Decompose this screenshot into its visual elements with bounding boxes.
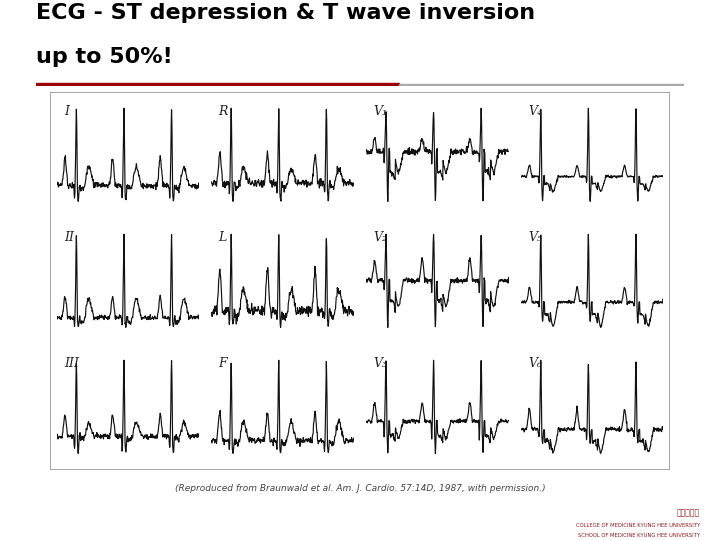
Text: R: R <box>218 105 228 118</box>
Text: COLLEGE OF MEDICINE KYUNG HEE UNIVERSITY: COLLEGE OF MEDICINE KYUNG HEE UNIVERSITY <box>576 523 700 528</box>
Text: V₅: V₅ <box>528 231 542 244</box>
Text: up to 50%!: up to 50%! <box>36 46 173 66</box>
Bar <box>399 84 684 85</box>
Text: V₆: V₆ <box>528 357 542 370</box>
Text: (Reproduced from Braunwald et al. Am. J. Cardio. 57:14D, 1987, with permission.): (Reproduced from Braunwald et al. Am. J.… <box>175 484 545 493</box>
Text: F: F <box>218 357 227 370</box>
Text: V₂: V₂ <box>373 231 387 244</box>
Text: III: III <box>63 357 78 370</box>
Text: V₄: V₄ <box>528 105 542 118</box>
Text: ECG - ST depression & T wave inversion: ECG - ST depression & T wave inversion <box>36 3 535 23</box>
Text: 경희대학교: 경희대학교 <box>677 508 700 517</box>
Text: II: II <box>63 231 73 244</box>
Text: L: L <box>218 231 227 244</box>
Bar <box>36 83 399 86</box>
Text: SCHOOL OF MEDICINE KYUNG HEE UNIVERSITY: SCHOOL OF MEDICINE KYUNG HEE UNIVERSITY <box>578 533 700 538</box>
Text: V₃: V₃ <box>373 357 387 370</box>
Text: V₁: V₁ <box>373 105 387 118</box>
Text: I: I <box>63 105 68 118</box>
